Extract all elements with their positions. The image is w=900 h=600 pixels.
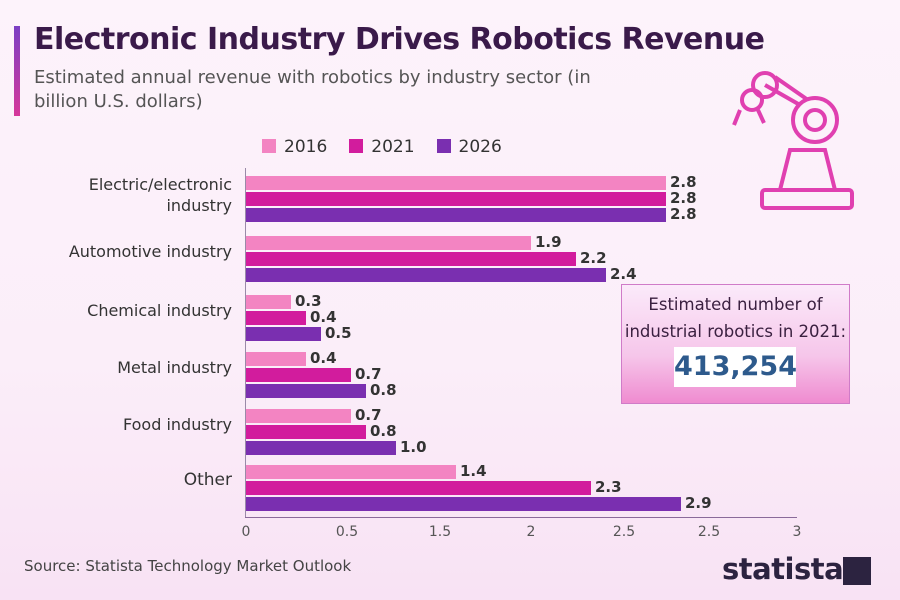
x-tick-label: 2.5	[697, 524, 721, 540]
bar-2016	[246, 465, 456, 479]
robot-arm-icon	[732, 71, 854, 210]
bar-2016	[246, 176, 666, 190]
value-label: 0.5	[325, 324, 352, 342]
bar-2021	[246, 192, 666, 206]
page-title: Electronic Industry Drives Robotics Reve…	[34, 22, 765, 57]
value-label: 0.7	[355, 406, 382, 424]
value-label: 2.4	[610, 265, 637, 283]
legend-swatch	[349, 139, 364, 153]
value-label: 2.2	[580, 249, 607, 267]
bar-2016	[246, 409, 351, 423]
subtitle: Estimated annual revenue with robotics b…	[34, 67, 591, 112]
bar-2026	[246, 208, 666, 222]
bar-2021	[246, 481, 591, 495]
x-tick-label: 3	[792, 524, 802, 540]
category-label: Food industry	[123, 415, 232, 434]
value-label: 2.8	[670, 205, 697, 223]
bar-2026	[246, 327, 321, 341]
value-label: 0.4	[310, 349, 337, 367]
category-label: Electric/electronic industry	[88, 175, 232, 215]
category-label: Other	[183, 470, 232, 490]
title-accent-bar	[14, 26, 20, 116]
bar-2021	[246, 425, 366, 439]
legend-item-2016: 2016	[262, 137, 327, 157]
bar-2021	[246, 252, 576, 266]
bar-2016	[246, 295, 291, 309]
value-label: 0.8	[370, 381, 397, 399]
statista-logo-icon	[843, 557, 871, 585]
value-label: 1.9	[535, 233, 562, 251]
value-label: 0.4	[310, 308, 337, 326]
legend-label: 2021	[371, 137, 415, 157]
bar-2016	[246, 352, 306, 366]
y-axis	[245, 168, 246, 518]
statista-logo: statista	[722, 552, 844, 586]
value-label: 2.3	[595, 478, 622, 496]
bar-2016	[246, 236, 531, 250]
x-tick-label: 0.5	[335, 524, 359, 540]
value-label: 1.0	[400, 438, 427, 456]
x-tick-label: 2.5	[612, 524, 636, 540]
x-axis	[245, 517, 797, 518]
value-label: 0.7	[355, 365, 382, 383]
robot-count-callout: Estimated number of industrial robotics …	[621, 284, 850, 404]
x-tick-label: 0	[241, 524, 251, 540]
legend-label: 2026	[458, 137, 502, 157]
category-label: Chemical industry	[87, 301, 232, 320]
value-label: 0.8	[370, 422, 397, 440]
value-label: 0.3	[295, 292, 322, 310]
legend-label: 2016	[284, 137, 328, 157]
callout-label: Estimated number of industrial robotics …	[624, 295, 847, 341]
source-note: Source: Statista Technology Market Outlo…	[24, 557, 352, 575]
value-label: 2.9	[685, 494, 712, 512]
category-label: Automotive industry	[68, 242, 232, 261]
bar-2026	[246, 268, 606, 282]
legend: 2016 2021 2026	[262, 137, 502, 157]
category-label: Metal industry	[117, 358, 232, 377]
value-label: 2.8	[670, 189, 697, 207]
bar-2026	[246, 441, 396, 455]
value-label: 1.4	[460, 462, 487, 480]
legend-item-2026: 2026	[436, 137, 502, 157]
x-tick-label: 2	[526, 524, 536, 540]
value-label: 2.8	[670, 173, 697, 191]
legend-swatch	[436, 139, 451, 153]
x-tick-label: 1.5	[428, 524, 452, 540]
callout-value: 413,254	[674, 347, 797, 387]
bar-2021	[246, 368, 351, 382]
legend-item-2021: 2021	[349, 137, 415, 157]
legend-swatch	[262, 139, 276, 153]
bar-2026	[246, 497, 681, 511]
bar-2021	[246, 311, 306, 325]
bar-2026	[246, 384, 366, 398]
